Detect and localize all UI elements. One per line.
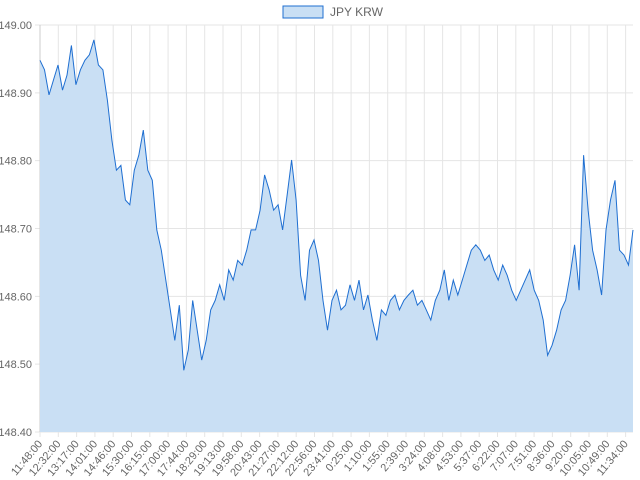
x-axis: 11:48:0012:32:0013:17:0014:01:0014:46:00… — [9, 438, 631, 479]
y-tick-label: 148.80 — [0, 156, 32, 168]
y-tick-label: 148.90 — [0, 88, 32, 100]
y-tick-label: 148.40 — [0, 427, 32, 439]
y-axis: 149.00 148.90 148.80 148.70 148.60 148.50 148.… — [0, 20, 32, 439]
series-area-jpy-krw — [40, 39, 633, 433]
y-tick-label: 148.60 — [0, 291, 32, 303]
legend-label: JPY KRW — [330, 5, 384, 19]
y-tick-label: 148.70 — [0, 224, 32, 236]
legend[interactable]: JPY KRW — [282, 5, 384, 19]
y-tick-label: 149.00 — [0, 20, 32, 32]
y-tick-label: 148.50 — [0, 359, 32, 371]
legend-swatch — [282, 5, 324, 19]
series-line-jpy-krw — [39, 39, 634, 371]
